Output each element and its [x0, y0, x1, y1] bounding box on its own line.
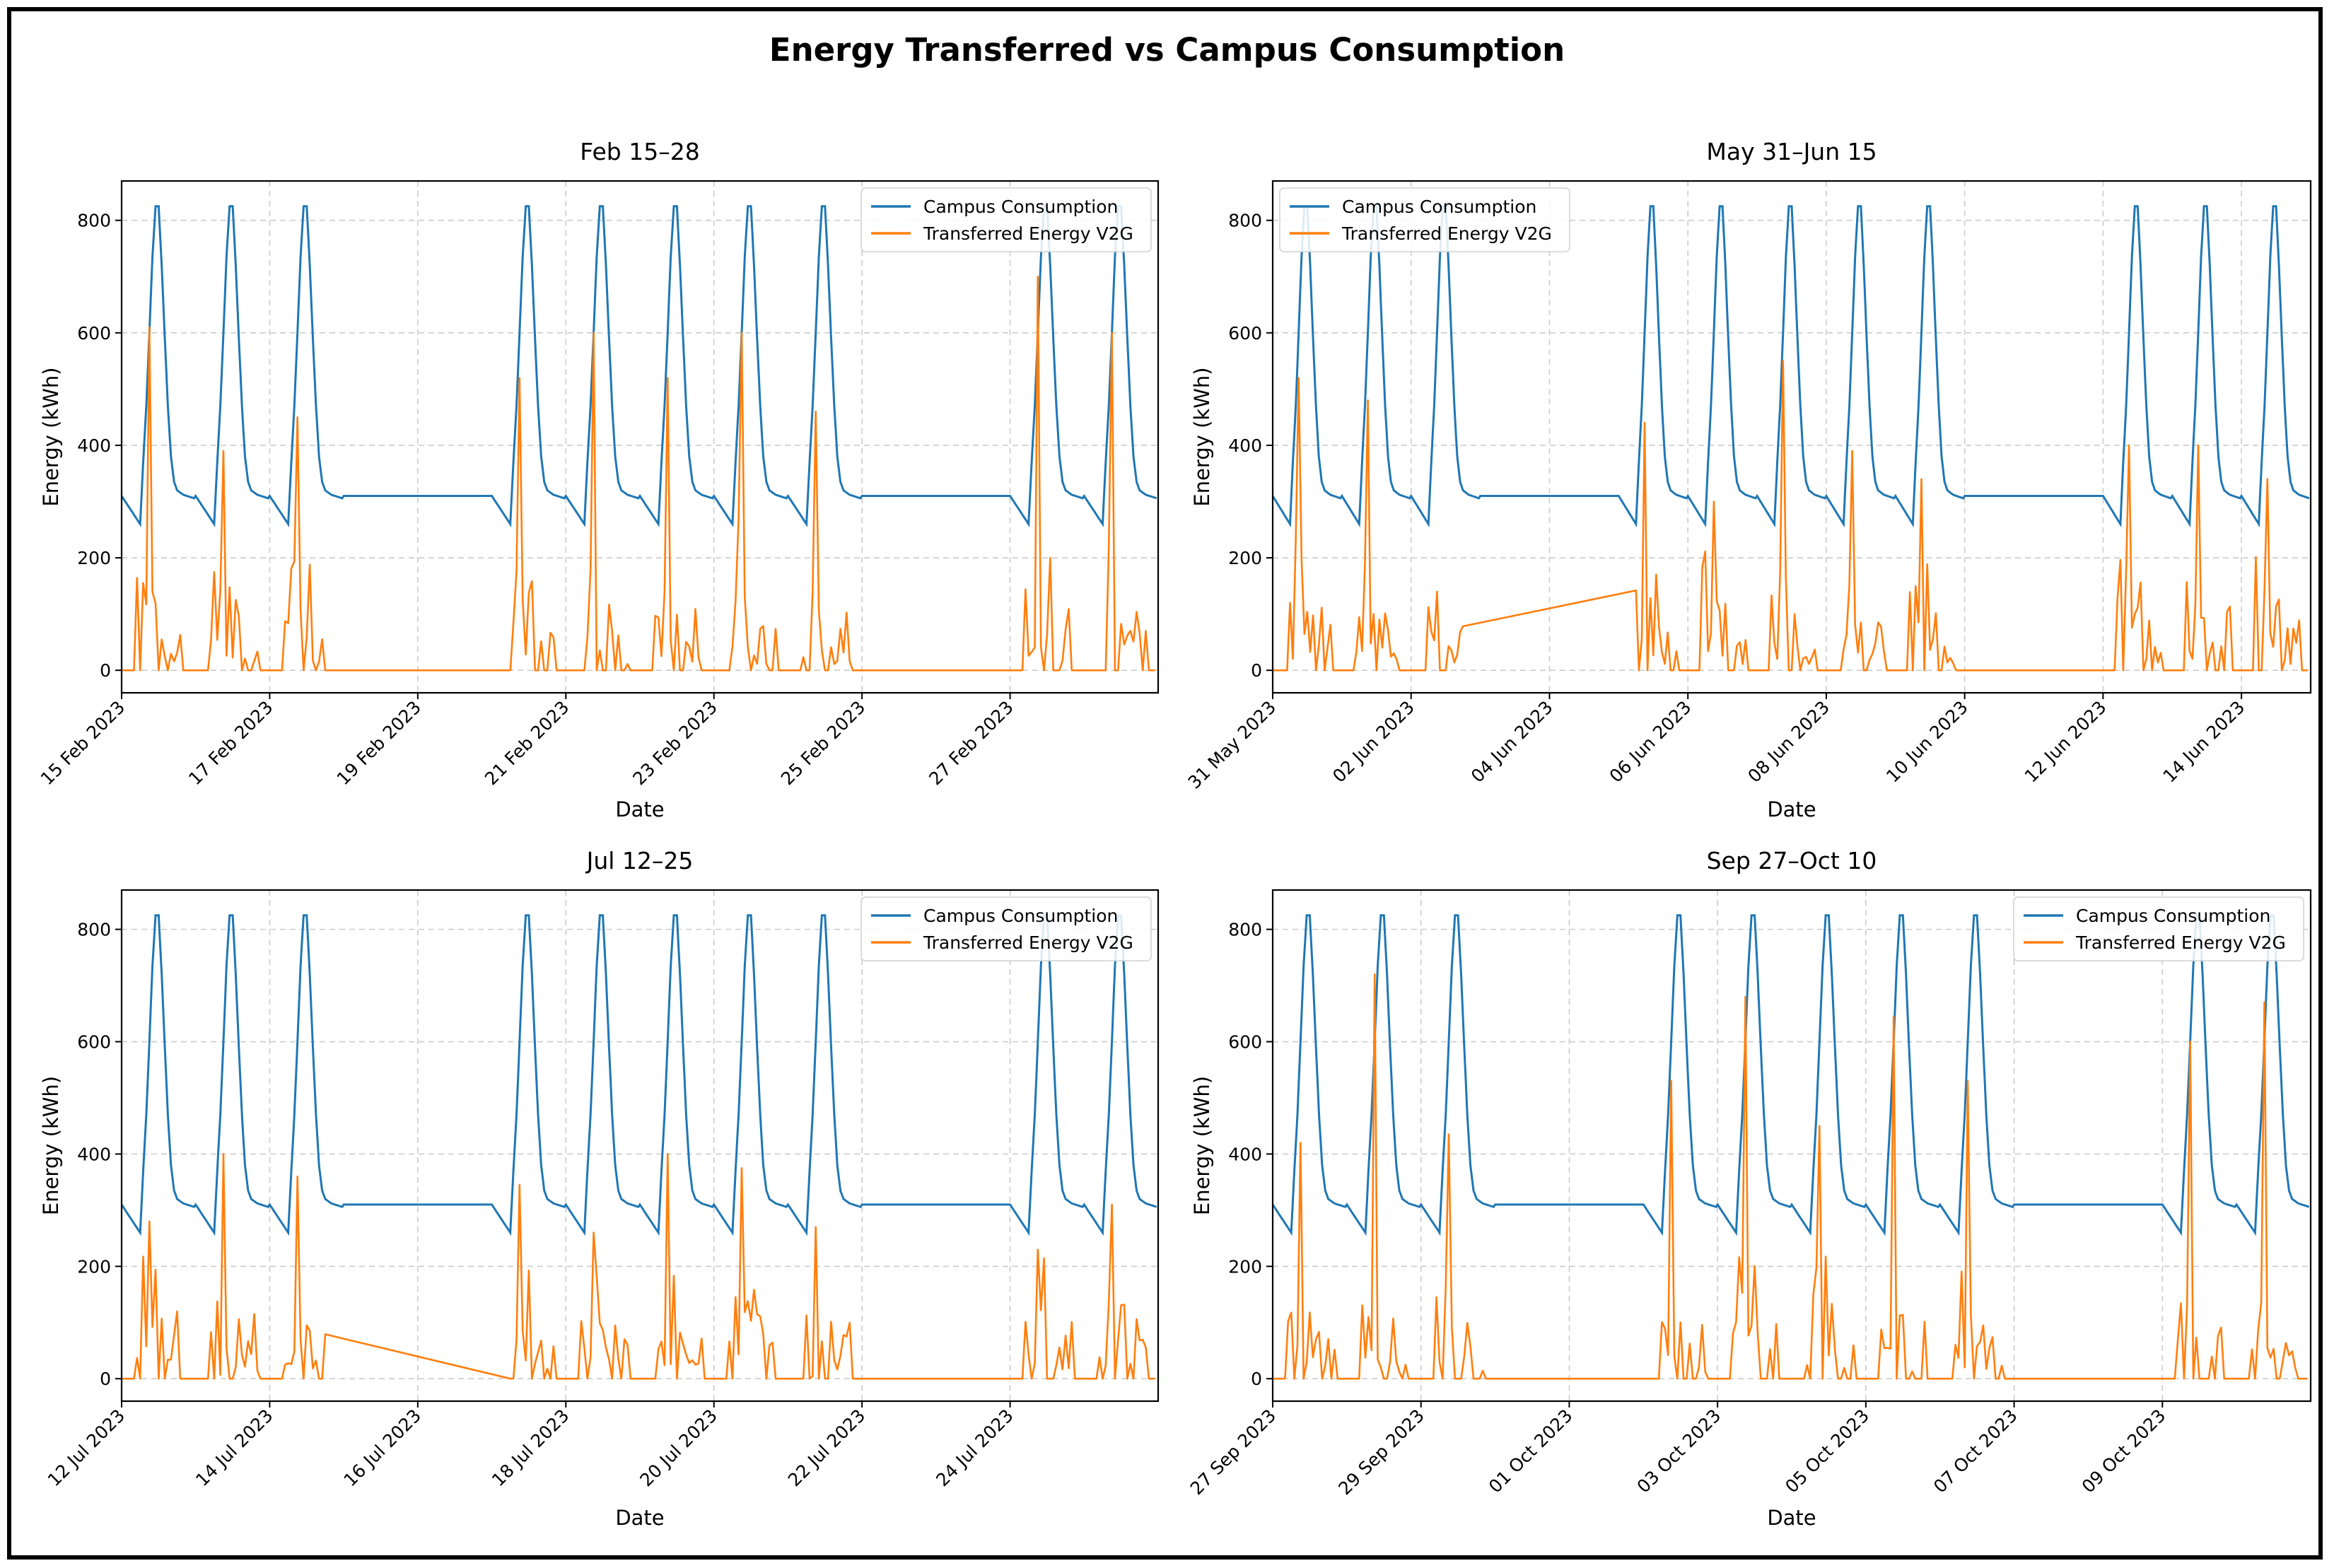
x-axis-label: Date	[1767, 797, 1816, 821]
y-tick-label: 800	[77, 211, 111, 231]
y-tick-label: 600	[77, 1032, 111, 1053]
subplot-3: 12 Jul 2023 14 Jul 2023 16 Jul 2023 18 Jul …	[39, 847, 1160, 1530]
legend: Campus Consumption Transferred Energy V2G	[1279, 187, 1570, 252]
x-tick-label: 03 Oct 2023	[1633, 1405, 1725, 1497]
axes-frame	[1271, 180, 2312, 694]
legend: Campus Consumption Transferred Energy V2G	[2013, 896, 2304, 961]
legend: Campus Consumption Transferred Energy V2G	[860, 187, 1152, 252]
y-axis-label: Energy (kWh)	[1190, 1076, 1214, 1215]
series-line-campus-consumption	[120, 914, 1157, 1236]
y-axis-label: Energy (kWh)	[1190, 367, 1214, 506]
series-line-campus-consumption	[120, 205, 1157, 528]
figure-frame	[7, 7, 2323, 1560]
x-tick-label: 12 Jun 2023	[2021, 697, 2111, 787]
series-line-campus-consumption	[1271, 914, 2310, 1236]
x-tick-label: 27 Feb 2023	[925, 697, 1017, 790]
x-axis-label: Date	[1767, 1506, 1816, 1530]
legend-entry: Campus Consumption	[923, 197, 1118, 217]
subplot-title: May 31–Jun 15	[1706, 138, 1877, 165]
x-tick-label: 21 Feb 2023	[481, 697, 573, 790]
x-tick-label: 09 Oct 2023	[2078, 1405, 2170, 1497]
y-tick-label: 200	[77, 1256, 111, 1277]
x-tick-label: 01 Oct 2023	[1485, 1405, 1577, 1497]
x-tick-label: 04 Jun 2023	[1467, 697, 1557, 787]
x-tick-label: 08 Jun 2023	[1744, 697, 1833, 787]
x-tick-label: 12 Jul 2023	[44, 1405, 129, 1491]
x-tick-label: 23 Feb 2023	[629, 697, 721, 790]
axes-frame	[120, 889, 1160, 1403]
x-tick-label: 16 Jul 2023	[340, 1405, 426, 1491]
legend-box	[1279, 187, 1570, 252]
figure-title: Energy Transferred vs Campus Consumption	[769, 31, 1565, 69]
x-tick-label: 18 Jul 2023	[488, 1405, 573, 1491]
y-tick-label: 0	[100, 1369, 111, 1389]
series-line-transferred-energy-v2g	[1273, 360, 2308, 672]
y-tick-label: 600	[77, 323, 111, 344]
series-line-campus-consumption	[1271, 205, 2310, 528]
x-tick-label: 29 Sep 2023	[1334, 1405, 1428, 1499]
x-tick-label: 14 Jun 2023	[2159, 697, 2249, 787]
y-tick-label: 400	[77, 1144, 111, 1164]
x-tick-label: 24 Jul 2023	[932, 1405, 1017, 1491]
y-tick-label: 200	[1228, 548, 1262, 568]
y-axis-label: Energy (kWh)	[39, 367, 63, 506]
x-tick-label: 25 Feb 2023	[777, 697, 870, 790]
x-tick-label: 15 Feb 2023	[37, 697, 129, 790]
subplot-1: 15 Feb 2023 17 Feb 2023 19 Feb 2023 21 Feb …	[37, 138, 1160, 821]
subplot-4: 27 Sep 2023 29 Sep 2023 01 Oct 2023 03 Oct …	[1186, 847, 2312, 1530]
legend-box	[860, 187, 1152, 252]
y-tick-label: 0	[100, 660, 111, 681]
subplot-title: Sep 27–Oct 10	[1707, 847, 1877, 874]
x-tick-label: 17 Feb 2023	[185, 697, 277, 790]
x-tick-label: 19 Feb 2023	[333, 697, 426, 790]
y-tick-label: 400	[1228, 1144, 1262, 1164]
series-line-transferred-energy-v2g	[1273, 973, 2308, 1380]
y-tick-label: 200	[77, 548, 111, 568]
legend-box	[2013, 896, 2304, 961]
y-tick-label: 800	[1228, 211, 1262, 231]
axes-frame	[1271, 889, 2312, 1403]
y-tick-label: 0	[1251, 660, 1262, 681]
y-tick-label: 0	[1251, 1369, 1262, 1389]
y-tick-label: 400	[1228, 435, 1262, 456]
y-axis-label: Energy (kWh)	[39, 1076, 63, 1215]
x-tick-label: 20 Jul 2023	[636, 1405, 721, 1491]
x-tick-label: 05 Oct 2023	[1781, 1405, 1873, 1497]
y-tick-label: 800	[1228, 920, 1262, 940]
y-tick-label: 600	[1228, 1032, 1262, 1053]
x-axis-label: Date	[615, 797, 664, 821]
x-axis-label: Date	[615, 1506, 664, 1530]
legend-entry: Campus Consumption	[2076, 906, 2270, 926]
x-tick-label: 14 Jul 2023	[192, 1405, 277, 1491]
legend-entry: Transferred Energy V2G	[923, 932, 1133, 953]
legend-entry: Transferred Energy V2G	[2075, 932, 2286, 953]
axes-frame	[120, 180, 1160, 694]
y-tick-label: 600	[1228, 323, 1262, 344]
legend-entry: Transferred Energy V2G	[923, 223, 1133, 244]
x-tick-label: 31 May 2023	[1184, 697, 1280, 793]
legend: Campus Consumption Transferred Energy V2G	[860, 896, 1152, 961]
y-tick-label: 800	[77, 920, 111, 940]
y-tick-label: 200	[1228, 1256, 1262, 1277]
x-tick-label: 27 Sep 2023	[1186, 1405, 1280, 1499]
legend-entry: Campus Consumption	[923, 906, 1118, 926]
x-tick-label: 10 Jun 2023	[1882, 697, 1972, 787]
series-line-transferred-energy-v2g	[122, 275, 1155, 672]
subplot-title: Feb 15–28	[580, 138, 699, 165]
x-tick-label: 22 Jul 2023	[784, 1405, 870, 1491]
subplot-title: Jul 12–25	[585, 847, 694, 874]
subplot-2: 31 May 2023 02 Jun 2023 04 Jun 2023 06 Jun …	[1184, 138, 2312, 821]
x-tick-label: 07 Oct 2023	[1930, 1405, 2021, 1497]
y-tick-label: 400	[77, 435, 111, 456]
legend-entry: Campus Consumption	[1342, 197, 1536, 217]
x-tick-label: 02 Jun 2023	[1329, 697, 1418, 787]
series-line-transferred-energy-v2g	[122, 1153, 1155, 1380]
legend-entry: Transferred Energy V2G	[1341, 223, 1552, 244]
legend-box	[860, 896, 1152, 961]
x-tick-label: 06 Jun 2023	[1606, 697, 1696, 787]
